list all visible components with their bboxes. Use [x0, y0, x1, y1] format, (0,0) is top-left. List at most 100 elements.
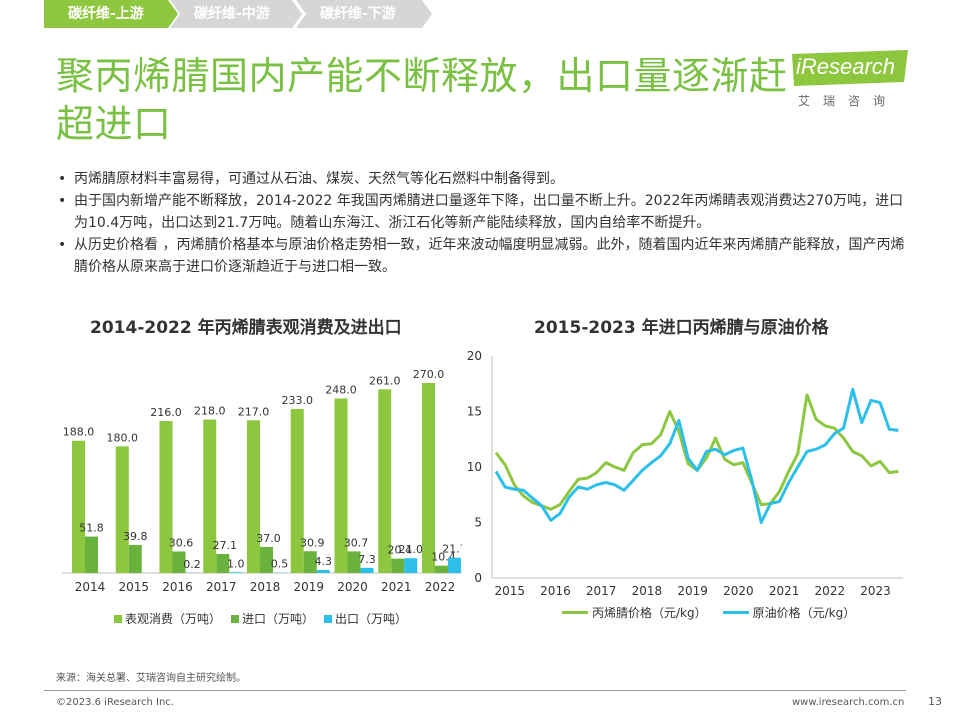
bar-label-consumption-2021: 261.0 — [369, 374, 401, 387]
logo-text: iResearch — [796, 54, 896, 79]
source-note: 来源：海关总署、艾瑞咨询自主研究绘制。 — [56, 673, 246, 684]
bar-x-tick-2017: 2017 — [206, 580, 237, 594]
iresearch-logo: iResearch 艾瑞咨询 — [792, 50, 912, 108]
legend-line — [722, 611, 749, 614]
bar-label-consumption-2020: 248.0 — [325, 383, 357, 396]
line-x-tick-2019: 2019 — [677, 584, 708, 598]
legend-swatch — [231, 614, 240, 623]
line-x-tick-2018: 2018 — [632, 584, 663, 598]
bar-label-export-2017: 1.0 — [227, 557, 245, 570]
legend-swatch — [324, 614, 333, 623]
bar-consumption-2014 — [72, 440, 85, 573]
bar-label-consumption-2014: 188.0 — [63, 426, 95, 439]
bar-export-2019 — [316, 569, 330, 573]
crude-oil-price-line — [494, 387, 899, 524]
bar-label-consumption-2015: 180.0 — [107, 431, 139, 444]
legend-label: 出口（万吨） — [335, 612, 408, 626]
breadcrumb-upstream[interactable]: 碳纤维-上游 — [44, 0, 178, 28]
bar-consumption-2015 — [115, 446, 129, 573]
bar-import-2015 — [128, 544, 142, 573]
bar-consumption-2022 — [422, 383, 435, 573]
bar-export-2022 — [448, 557, 461, 573]
breadcrumb-downstream[interactable]: 碳纤维-下游 — [296, 0, 432, 28]
legend-label: 原油价格（元/kg） — [752, 606, 856, 620]
line-legend: 丙烯腈价格（元/kg） 原油价格（元/kg） — [562, 604, 865, 621]
bar-x-tick-2015: 2015 — [118, 580, 149, 594]
bar-chart: 188.0 51.8 2014 180.0 39.8 2015 216.0 30.6 0.2 20… — [62, 368, 462, 594]
bar-legend: 表观消费（万吨） 进口（万吨） 出口（万吨） — [114, 610, 417, 627]
bar-label-import-2020: 30.7 — [344, 536, 369, 549]
bar-x-tick-2016: 2016 — [162, 580, 193, 594]
bar-x-tick-2018: 2018 — [250, 580, 281, 594]
bar-label-export-2021: 21.0 — [399, 543, 424, 556]
copyright: ©2023.6 iResearch Inc. — [56, 697, 174, 708]
legend-item-export: 出口（万吨） — [324, 610, 407, 627]
bar-x-tick-2022: 2022 — [425, 580, 456, 594]
footer-divider — [44, 690, 906, 691]
bullet-list: 丙烯腈原材料丰富易得，可通过从石油、煤炭、天然气等化石燃料中制备得到。 由于国内… — [56, 168, 916, 278]
bullet-item: 丙烯腈原材料丰富易得，可通过从石油、煤炭、天然气等化石燃料中制备得到。 — [56, 168, 916, 190]
bar-import-2014 — [85, 536, 98, 573]
bar-consumption-2017 — [203, 419, 217, 573]
legend-line — [562, 611, 588, 614]
bullet-item: 从历史价格看 ，丙烯腈价格基本与原油价格走势相一致，近年来波动幅度明显减弱。此外… — [56, 234, 916, 278]
line-chart: 0 5 10 15 20 2015 2016 2017 2018 2019 2020 2021 2022… — [467, 349, 903, 598]
legend-label: 丙烯腈价格（元/kg） — [592, 606, 707, 620]
bar-label-consumption-2018: 217.0 — [238, 405, 270, 418]
line-x-tick-2023: 2023 — [860, 584, 891, 598]
bar-label-import-2014: 51.8 — [79, 522, 104, 535]
bar-label-import-2016: 30.6 — [169, 536, 194, 549]
bar-label-import-2015: 39.8 — [123, 530, 148, 543]
acrylonitrile-price-line — [494, 393, 899, 511]
bar-label-export-2018: 0.5 — [271, 558, 289, 571]
line-x-tick-2016: 2016 — [540, 584, 571, 598]
bar-import-2017 — [216, 553, 230, 573]
bar-label-import-2021: 20.4 — [388, 544, 413, 557]
bar-export-2021 — [404, 558, 418, 573]
legend-label: 表观消费（万吨） — [125, 612, 222, 626]
bar-label-import-2018: 37.0 — [256, 532, 281, 545]
bar-import-2019 — [303, 551, 317, 573]
bar-x-tick-2020: 2020 — [337, 580, 368, 594]
bar-import-2021 — [391, 558, 405, 573]
page-title: 聚丙烯腈国内产能不断释放，出口量逐渐赶超进口 — [56, 54, 788, 146]
bar-label-consumption-2017: 218.0 — [194, 405, 226, 418]
logo-background — [792, 50, 908, 86]
bullet-item: 由于国内新增产能不断释放，2014-2022 年我国丙烯腈进口量逐年下降，出口量… — [56, 190, 916, 234]
line-y-tick-0: 0 — [474, 571, 482, 585]
bar-x-tick-2014: 2014 — [75, 580, 106, 594]
line-y-tick-5: 5 — [474, 516, 482, 530]
line-x-tick-2022: 2022 — [815, 584, 846, 598]
line-y-tick-20: 20 — [467, 349, 482, 363]
legend-label: 进口（万吨） — [242, 612, 315, 626]
breadcrumb-midstream[interactable]: 碳纤维-中游 — [170, 0, 302, 28]
bar-label-consumption-2019: 233.0 — [282, 394, 314, 407]
bar-import-2018 — [260, 546, 273, 573]
bar-x-tick-2021: 2021 — [381, 580, 412, 594]
bar-x-tick-2019: 2019 — [293, 580, 324, 594]
page-number: 13 — [928, 695, 942, 708]
bar-import-2022 — [435, 565, 448, 573]
legend-item-crude-oil: 原油价格（元/kg） — [722, 604, 856, 621]
line-y-tick-10: 10 — [467, 460, 482, 474]
legend-item-acrylonitrile: 丙烯腈价格（元/kg） — [562, 604, 707, 621]
legend-item-consumption: 表观消费（万吨） — [114, 610, 221, 627]
line-y-tick-15: 15 — [467, 405, 482, 419]
bar-import-2016 — [172, 551, 186, 573]
line-chart-title: 2015-2023 年进口丙烯腈与原油价格 — [534, 318, 829, 338]
logo-subtitle: 艾瑞咨询 — [798, 94, 899, 108]
line-x-tick-2015: 2015 — [494, 584, 525, 598]
line-x-tick-2017: 2017 — [586, 584, 617, 598]
bar-label-import-2017: 27.1 — [213, 539, 238, 552]
bar-consumption-2021 — [378, 389, 392, 573]
bar-label-export-2019: 4.3 — [315, 555, 333, 568]
bar-label-export-2020: 7.3 — [358, 553, 376, 566]
bar-label-export-2022: 21.7 — [442, 543, 462, 556]
bar-consumption-2020 — [334, 398, 348, 573]
bar-consumption-2016 — [159, 421, 173, 573]
bar-label-consumption-2016: 216.0 — [150, 406, 182, 419]
bar-label-export-2016: 0.2 — [183, 558, 201, 571]
legend-item-import: 进口（万吨） — [231, 610, 314, 627]
website-link[interactable]: www.iresearch.com.cn — [792, 697, 905, 708]
legend-swatch — [114, 614, 122, 623]
